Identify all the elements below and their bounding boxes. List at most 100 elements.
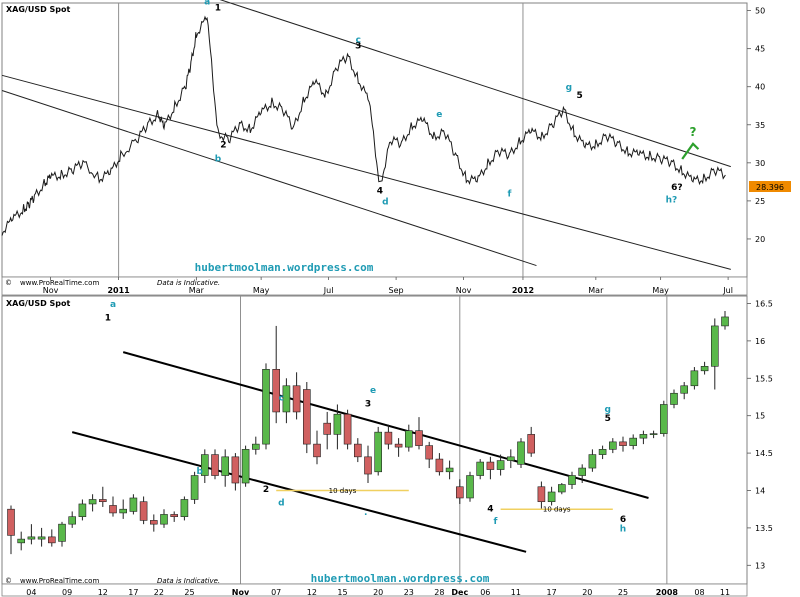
top-x-tick-label: Jul bbox=[323, 286, 334, 295]
bottom-y-tick-label: 15.5 bbox=[755, 374, 773, 383]
bottom-footer-source: www.ProRealTime.com bbox=[20, 577, 99, 585]
candle bbox=[700, 361, 709, 375]
candle-body bbox=[221, 456, 229, 476]
bottom-x-tick-label: Nov bbox=[232, 588, 250, 597]
candle-body bbox=[47, 536, 56, 544]
candle bbox=[302, 382, 311, 454]
bottom-wave-letters: a b c d e f g h bbox=[110, 300, 626, 534]
candle-body bbox=[639, 434, 648, 439]
bottom-x-tick-label: 07 bbox=[271, 588, 281, 597]
top-xaxis-band bbox=[1, 276, 748, 296]
bottom-wave-numbers: 1 2 3 4 5 6 bbox=[105, 314, 626, 525]
top-channel-line bbox=[1, 74, 731, 270]
day-count-label: 10 days bbox=[543, 506, 571, 514]
bottom-x-tick-label: 23 bbox=[404, 588, 414, 597]
candle bbox=[721, 310, 729, 330]
bottom-y-tick-label: 15 bbox=[755, 412, 765, 421]
candle-body bbox=[170, 514, 178, 517]
candle-body bbox=[99, 499, 107, 503]
candle bbox=[7, 505, 15, 555]
candle bbox=[190, 471, 199, 504]
candle-body bbox=[425, 445, 434, 460]
bottom-channel-line bbox=[122, 351, 649, 499]
candle bbox=[27, 524, 36, 545]
candle bbox=[58, 521, 66, 547]
bottom-x-tick-label: 20 bbox=[373, 588, 383, 597]
bottom-x-tick-label: 12 bbox=[307, 588, 317, 597]
top-wave-letter: f bbox=[508, 189, 512, 199]
candle bbox=[252, 436, 260, 455]
candle bbox=[150, 514, 158, 532]
bottom-wave-number: 3 bbox=[365, 400, 371, 410]
bottom-wave-letter: h bbox=[620, 525, 626, 535]
bottom-x-tick-label: 25 bbox=[184, 588, 194, 597]
candle bbox=[608, 438, 617, 454]
top-y-axis: 20 25 30 35 40 45 50 bbox=[747, 7, 765, 244]
candle bbox=[170, 511, 178, 522]
candle bbox=[598, 445, 607, 460]
candle bbox=[374, 426, 383, 476]
top-series-line bbox=[1, 15, 726, 236]
candle bbox=[649, 430, 658, 439]
candle bbox=[211, 449, 219, 480]
candle-body bbox=[139, 501, 148, 521]
bottom-x-tick-label: 11 bbox=[720, 588, 730, 597]
candle-body bbox=[119, 508, 127, 514]
top-watermark: hubertmoolman.wordpress.com bbox=[195, 261, 374, 274]
top-x-tick-label: Jul bbox=[722, 286, 733, 295]
top-footer-note: Data is Indicative. bbox=[157, 279, 220, 287]
candle-body bbox=[445, 467, 454, 473]
bottom-y-tick-label: 16.5 bbox=[755, 299, 773, 308]
candle bbox=[201, 449, 209, 484]
bottom-x-tick-label: 25 bbox=[618, 588, 628, 597]
candle-body bbox=[404, 430, 413, 448]
bottom-y-axis: 13 13.5 14 14.5 15 15.5 16 16.5 bbox=[747, 299, 773, 570]
bottom-xaxis-band bbox=[1, 583, 748, 597]
candle bbox=[588, 449, 597, 472]
candle bbox=[333, 404, 342, 450]
candle bbox=[109, 496, 117, 517]
candle-body bbox=[241, 449, 250, 484]
candle bbox=[425, 441, 434, 469]
top-x-tick-label: Mar bbox=[189, 286, 205, 295]
candle bbox=[221, 449, 229, 487]
bottom-wave-number: 4 bbox=[487, 504, 493, 514]
bottom-period-dividers bbox=[240, 296, 668, 584]
candle-body bbox=[568, 475, 576, 485]
top-x-tick-label: May bbox=[652, 286, 669, 295]
bottom-channel-lines bbox=[71, 351, 649, 553]
bottom-y-tick-label: 14 bbox=[755, 486, 765, 495]
candle bbox=[384, 424, 393, 450]
top-y-tick-label: 35 bbox=[755, 121, 765, 130]
candle-body bbox=[649, 433, 658, 435]
candle bbox=[364, 445, 372, 484]
candle bbox=[680, 382, 689, 400]
candle-body bbox=[282, 385, 291, 413]
bottom-wave-number: 5 bbox=[605, 414, 611, 424]
top-wave-letter: a bbox=[204, 0, 210, 8]
candle bbox=[404, 424, 413, 452]
top-channel-line bbox=[1, 90, 537, 267]
candle-body bbox=[629, 437, 638, 446]
candle-body bbox=[384, 431, 393, 445]
candle-body bbox=[394, 443, 403, 448]
candle-body bbox=[262, 369, 270, 445]
candle bbox=[506, 449, 515, 469]
candle-body bbox=[343, 413, 352, 445]
top-wave-letter: c bbox=[356, 36, 361, 46]
bottom-x-tick-label: 09 bbox=[62, 588, 72, 597]
top-wave-letter: d bbox=[382, 198, 388, 208]
top-x-tick-label: May bbox=[253, 286, 270, 295]
bottom-wave-number: 6 bbox=[620, 515, 626, 525]
candle-body bbox=[608, 441, 617, 450]
candle bbox=[68, 511, 76, 528]
candle-body bbox=[292, 385, 301, 413]
candle-body bbox=[547, 491, 556, 503]
top-x-tick-label: 2011 bbox=[107, 286, 130, 295]
top-x-axis: Nov 2011 Mar May Jul Sep Nov 2012 Mar May Jul bbox=[43, 277, 733, 295]
candle-body bbox=[17, 538, 26, 544]
candle bbox=[262, 363, 270, 450]
bottom-x-tick-label: 11 bbox=[511, 588, 521, 597]
candle bbox=[353, 438, 362, 463]
